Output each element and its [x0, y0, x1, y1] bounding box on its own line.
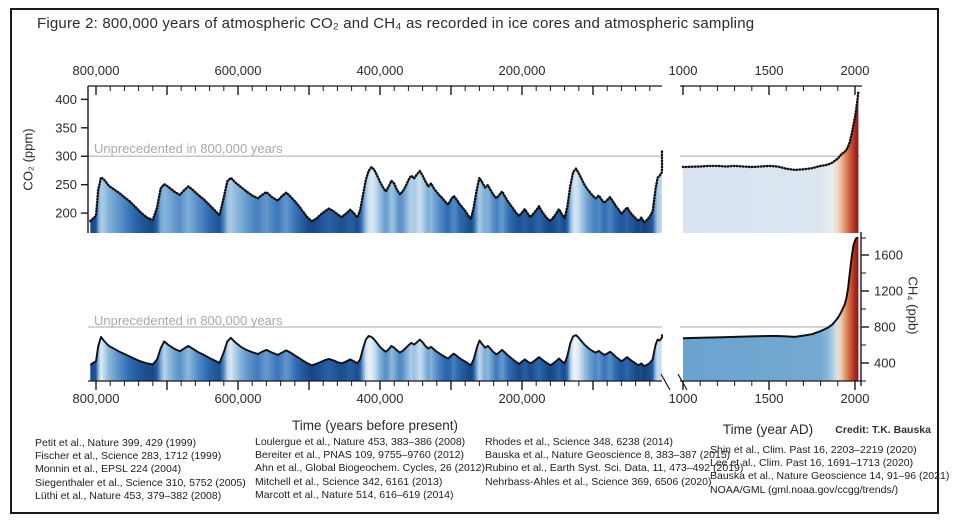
ch4-curve: [89, 334, 663, 368]
ch4-curve: [682, 237, 859, 340]
credit-text: Credit: T.K. Bauska: [835, 424, 931, 436]
figure-title: Figure 2: 800,000 years of atmospheric C…: [37, 15, 755, 32]
svg-text:1200: 1200: [874, 284, 903, 299]
svg-text:800,000: 800,000: [73, 391, 120, 406]
citation-line: Loulergue et al., Nature 453, 383–386 (2…: [255, 436, 466, 448]
citation-line: Mitchell et al., Science 342, 6161 (2013…: [255, 475, 443, 488]
citation-column-2: Loulergue et al., Nature 453, 383–386 (2…: [255, 436, 485, 502]
top-axis-ad: 1000 1500 2000: [669, 63, 870, 95]
bottom-axis-ad: 1000 1500 2000: [669, 380, 870, 406]
ch4-y-axis: 400 800 1200 1600: [860, 232, 903, 386]
x-axis-label-bp: Time (years before present): [291, 418, 459, 433]
ch4-fill: [683, 238, 859, 381]
citation-line: Shin et al., Clim. Past 16, 2203–2219 (2…: [710, 444, 917, 456]
citation-line: Lüthi et al., Nature 453, 379–382 (2008): [35, 489, 222, 502]
svg-text:200,000: 200,000: [499, 63, 546, 78]
ch4-ice-core-series: [89, 334, 663, 381]
svg-text:2000: 2000: [841, 391, 870, 406]
svg-text:1000: 1000: [669, 63, 698, 78]
citation-column-1: Petit et al., Nature 399, 429 (1999) Fis…: [35, 437, 246, 503]
svg-text:400: 400: [55, 92, 77, 107]
co2-fill: [683, 91, 859, 234]
svg-text:800: 800: [874, 320, 896, 335]
citation-line: Bauska et al., Nature Geoscience 14, 91–…: [710, 470, 950, 483]
citation-line: Rhodes et al., Science 348, 6238 (2014): [485, 436, 673, 448]
citation-line: Bauska et al., Nature Geoscience 8, 383–…: [485, 449, 731, 462]
svg-text:600,000: 600,000: [215, 63, 262, 78]
x-axis-label-ad: Time (year AD): [722, 422, 814, 437]
axis-break-marks: [660, 373, 688, 391]
svg-text:200,000: 200,000: [499, 391, 546, 406]
svg-text:400: 400: [874, 356, 896, 371]
co2-curve: [681, 90, 860, 172]
ch4-axis-label: CH₄ (ppb): [905, 276, 921, 335]
citation-line: Fischer et al., Science 283, 1712 (1999): [35, 450, 222, 463]
svg-text:200: 200: [55, 206, 77, 221]
co2-y-axis: 200 250 300 350 400: [55, 86, 89, 233]
svg-text:400,000: 400,000: [357, 63, 404, 78]
svg-text:400,000: 400,000: [357, 391, 404, 406]
citation-line: Siegenthaler et al., Science 310, 5752 (…: [35, 476, 246, 489]
svg-text:1600: 1600: [874, 248, 903, 263]
svg-text:1000: 1000: [669, 391, 698, 406]
svg-text:600,000: 600,000: [215, 391, 262, 406]
svg-text:2000: 2000: [841, 63, 870, 78]
svg-text:350: 350: [55, 120, 77, 135]
citation-column-4: Shin et al., Clim. Past 16, 2203–2219 (2…: [710, 444, 949, 497]
svg-text:1500: 1500: [755, 63, 784, 78]
co2-fill: [90, 149, 663, 233]
ch4-fill: [90, 334, 663, 381]
svg-text:250: 250: [55, 177, 77, 192]
citation-line: Rubino et al., Earth Syst. Sci. Data, 11…: [485, 462, 744, 475]
co2-axis-label: CO₂ (ppm): [20, 128, 36, 191]
citation-line: Petit et al., Nature 399, 429 (1999): [35, 437, 197, 449]
figure-border: [10, 8, 939, 514]
citation-line: Lee et al., Clim. Past 16, 1691–1713 (20…: [710, 457, 914, 470]
co2-ice-core-series: [89, 148, 664, 233]
citation-line: Ahn et al., Global Biogeochem. Cycles, 2…: [255, 462, 485, 475]
co2-modern-series: [681, 90, 860, 234]
citation-line: Bereiter et al., PNAS 109, 9755–9760 (20…: [255, 449, 464, 462]
top-axis-bp: 800,000 600,000 400,000 200,000: [73, 63, 662, 95]
svg-text:1500: 1500: [755, 391, 784, 406]
unprecedented-label-ch4: Unprecedented in 800,000 years: [94, 313, 283, 328]
citation-line: NOAA/GML (gml.noaa.gov/ccgg/trends/): [710, 483, 899, 496]
ch4-modern-series: [682, 237, 859, 381]
citation-line: Monnin et al., EPSL 224 (2004): [35, 463, 182, 476]
unprecedented-label-co2: Unprecedented in 800,000 years: [94, 141, 283, 156]
citation-column-3: Rhodes et al., Science 348, 6238 (2014) …: [485, 436, 743, 489]
co2-curve: [89, 148, 664, 224]
citation-line: Marcott et al., Nature 514, 616–619 (201…: [255, 488, 454, 501]
svg-text:800,000: 800,000: [73, 63, 120, 78]
svg-text:300: 300: [55, 149, 77, 164]
bottom-axis-bp: 800,000 600,000 400,000 200,000: [73, 380, 662, 406]
citation-line: Nehrbass-Ahles et al., Science 369, 6506…: [485, 475, 712, 488]
